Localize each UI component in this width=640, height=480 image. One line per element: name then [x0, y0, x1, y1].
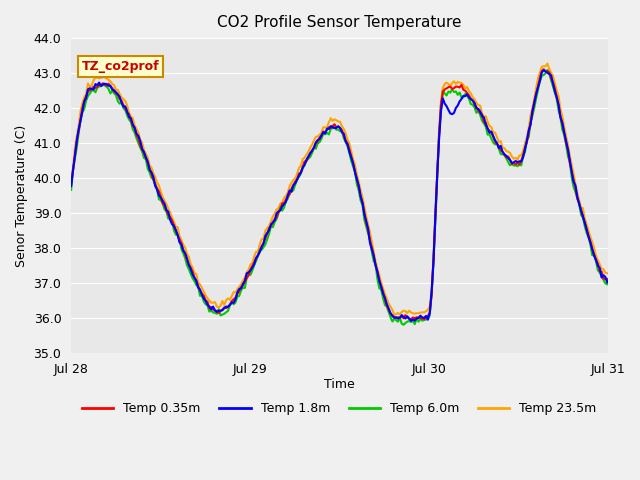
- Title: CO2 Profile Sensor Temperature: CO2 Profile Sensor Temperature: [217, 15, 461, 30]
- Legend: Temp 0.35m, Temp 1.8m, Temp 6.0m, Temp 23.5m: Temp 0.35m, Temp 1.8m, Temp 6.0m, Temp 2…: [77, 397, 602, 420]
- Text: TZ_co2prof: TZ_co2prof: [82, 60, 159, 73]
- Y-axis label: Senor Temperature (C): Senor Temperature (C): [15, 124, 28, 267]
- X-axis label: Time: Time: [324, 379, 355, 392]
